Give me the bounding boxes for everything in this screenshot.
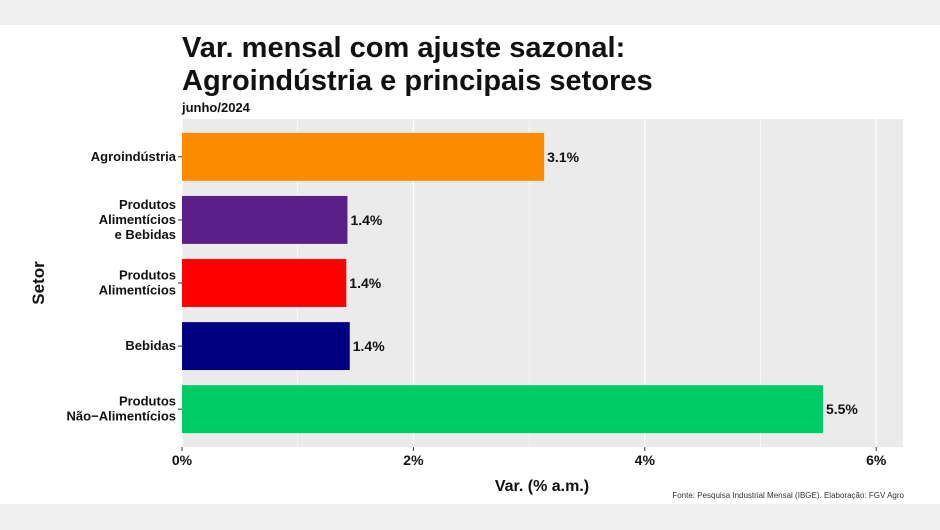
chart-title-line2: Agroindústria e principais setores [182,65,653,97]
x-tick-label: 4% [635,452,656,468]
bar [182,259,347,307]
bar [182,322,350,371]
chart-caption: Fonte: Pesquisa Industrial Mensal (IBGE)… [672,491,904,500]
x-tick-label: 2% [403,452,424,468]
y-axis-label: Setor [29,261,48,305]
y-tick-label: Agroindústria [91,149,177,164]
y-tick-label: Produtos Alimentícios e Bebidas [99,197,176,242]
chart-subtitle: junho/2024 [181,100,251,115]
bar [182,385,823,434]
y-tick-label: Bebidas [125,338,176,353]
data-label: 3.1% [547,149,579,165]
y-tick-label: Produtos Não−Alimentícios [67,394,176,424]
bar [182,132,545,181]
bar-chart: Var. mensal com ajuste sazonal: Agroindú… [29,32,905,500]
chart-canvas: Var. mensal com ajuste sazonal: Agroindú… [0,25,940,504]
chart-title-line1: Var. mensal com ajuste sazonal: [182,32,625,64]
y-tick-label: Produtos Alimentícios [99,268,176,298]
data-label: 1.4% [353,338,385,354]
bar [182,195,348,244]
data-label: 1.4% [349,275,381,291]
data-label: 5.5% [826,401,858,417]
x-tick-label: 0% [172,452,193,468]
data-label: 1.4% [350,212,382,228]
x-tick-label: 6% [866,452,887,468]
x-axis-label: Var. (% a.m.) [495,478,589,495]
